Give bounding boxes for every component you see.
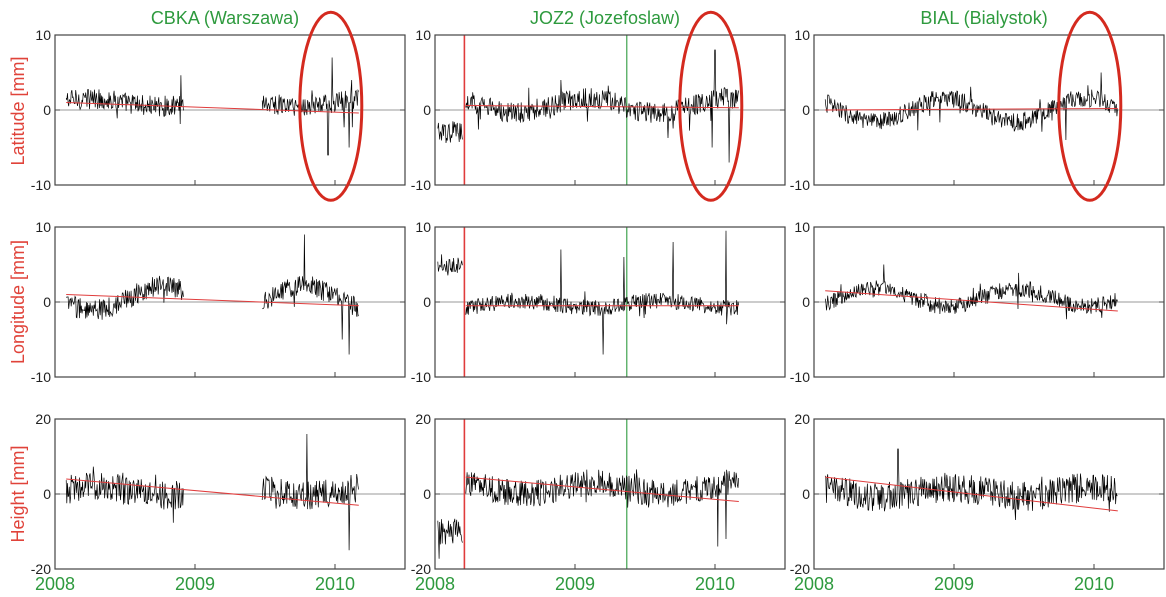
panel-bial-height: -20 0 20 2008 2009 2010 (790, 411, 1165, 594)
series-segment (65, 466, 184, 523)
y-tick-label: -10 (790, 369, 810, 385)
panel-bial-longitude: -10 0 10 (790, 219, 1165, 385)
y-tick-label: 0 (43, 294, 51, 310)
y-tick-label: 10 (35, 219, 51, 235)
plot-area (814, 72, 1164, 141)
panel-bial-latitude: -10 0 10 (790, 10, 1165, 202)
y-tick-label: 0 (43, 102, 51, 118)
y-tick-label: 0 (423, 102, 431, 118)
series-segment (261, 433, 359, 551)
trend-line (465, 105, 739, 109)
y-tick-label: -20 (790, 561, 810, 577)
trend-line (66, 102, 359, 114)
y-tick-label: 0 (43, 486, 51, 502)
series-segment (465, 469, 739, 547)
trend-line (465, 476, 739, 502)
plot-area (814, 448, 1164, 521)
trend-line (825, 476, 1118, 512)
x-tick-label: 2010 (695, 574, 735, 594)
x-tick-label: 2010 (1074, 574, 1114, 594)
series-segment (824, 448, 1118, 521)
panel-joz2-latitude: -10 0 10 (411, 10, 786, 202)
series-segment (437, 254, 463, 276)
panel-grid: -10 0 10 -10 0 10 -10 0 10 -10 0 10 -10 0 10 -10 0 10 -20 0… (31, 10, 1165, 594)
y-tick-label: 20 (794, 411, 810, 427)
x-tick-label: 2008 (35, 574, 75, 594)
row-label-longitude: Longitude [mm] (8, 240, 28, 364)
y-tick-label: 10 (415, 219, 431, 235)
column-title-joz2: JOZ2 (Jozefoslaw) (530, 8, 680, 28)
plot-area (55, 433, 405, 551)
row-label-height: Height [mm] (8, 445, 28, 542)
y-tick-label: 0 (802, 294, 810, 310)
y-tick-label: 10 (794, 219, 810, 235)
plot-area (55, 57, 405, 156)
series-segment (437, 121, 463, 144)
column-title-cbka: CBKA (Warszawa) (151, 8, 299, 28)
highlight-ellipse (298, 10, 364, 202)
row-label-latitude: Latitude [mm] (8, 56, 28, 165)
series-segment (437, 518, 463, 559)
x-tick-label: 2009 (555, 574, 595, 594)
trend-line (825, 108, 1118, 111)
y-tick-label: 0 (423, 294, 431, 310)
panel-cbka-latitude: -10 0 10 (31, 10, 406, 202)
x-tick-label: 2009 (175, 574, 215, 594)
y-tick-label: 10 (415, 27, 431, 43)
x-tick-label: 2009 (934, 574, 974, 594)
series-segment (65, 75, 184, 125)
panel-cbka-height: -20 0 20 2008 2009 2010 (31, 411, 406, 594)
panel-joz2-longitude: -10 0 10 (411, 219, 786, 385)
plot-area (55, 234, 405, 355)
series-segment (824, 72, 1118, 141)
trend-line (825, 290, 1118, 312)
y-tick-label: 10 (794, 27, 810, 43)
x-tick-label: 2008 (415, 574, 455, 594)
plot-area (435, 35, 785, 185)
plot-area (435, 419, 785, 569)
plot-area (814, 264, 1164, 320)
y-tick-label: -20 (31, 561, 51, 577)
panel-joz2-height: -20 0 20 2008 2009 2010 (411, 411, 786, 594)
x-tick-label: 2010 (315, 574, 355, 594)
y-tick-label: 0 (423, 486, 431, 502)
series-segment (262, 234, 359, 355)
y-tick-label: -10 (31, 177, 51, 193)
y-tick-label: -10 (411, 369, 431, 385)
y-tick-label: -10 (411, 177, 431, 193)
y-tick-label: 20 (35, 411, 51, 427)
highlight-ellipse (1057, 10, 1123, 202)
plot-area (435, 227, 785, 377)
y-tick-label: -10 (31, 369, 51, 385)
trend-line (66, 294, 359, 307)
y-tick-label: 0 (802, 102, 810, 118)
highlight-ellipse (678, 10, 744, 202)
panel-cbka-longitude: -10 0 10 (31, 219, 406, 385)
y-tick-label: 0 (802, 486, 810, 502)
x-tick-label: 2008 (794, 574, 834, 594)
series-segment (465, 230, 739, 355)
column-title-bial: BIAL (Bialystok) (920, 8, 1047, 28)
y-tick-label: -10 (790, 177, 810, 193)
y-tick-label: -20 (411, 561, 431, 577)
trend-line (66, 478, 359, 506)
series-segment (65, 275, 184, 320)
series-segment (261, 57, 359, 156)
y-tick-label: 20 (415, 411, 431, 427)
y-tick-label: 10 (35, 27, 51, 43)
series-segment (824, 264, 1118, 320)
